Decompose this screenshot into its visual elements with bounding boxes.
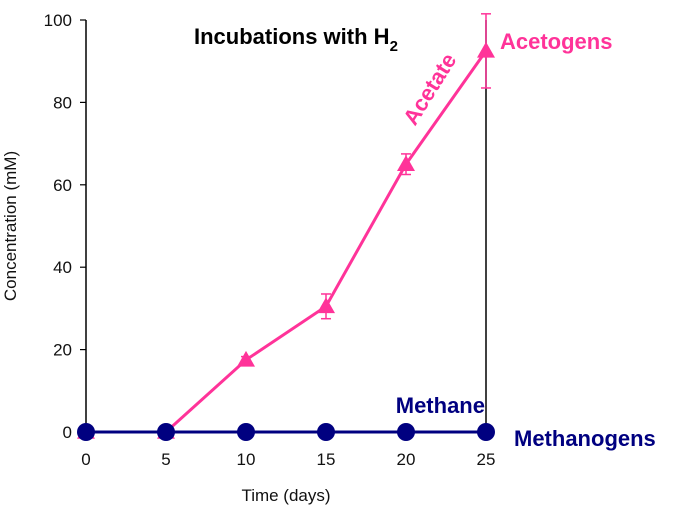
y-tick-label: 60	[53, 176, 72, 195]
acetate-point	[237, 350, 255, 367]
methane-label: Methane	[396, 393, 485, 418]
acetate-point	[317, 297, 335, 314]
x-tick-label: 20	[397, 450, 416, 469]
methane-point	[157, 423, 175, 441]
methanogens-label: Methanogens	[514, 426, 656, 451]
y-tick-label: 80	[53, 93, 72, 112]
y-axis-label: Concentration (mM)	[1, 151, 20, 301]
acetate-point	[477, 41, 495, 58]
x-tick-label: 10	[237, 450, 256, 469]
series-layer	[77, 13, 495, 441]
x-tick-label: 15	[317, 450, 336, 469]
methane-point	[317, 423, 335, 441]
ticks-layer: 0 5 10 15 20 25 0 20 40 60 80 100	[44, 11, 496, 469]
x-tick-label: 25	[477, 450, 496, 469]
acetate-label: Acetate	[398, 49, 461, 130]
y-tick-label: 0	[63, 423, 72, 442]
x-tick-label: 5	[161, 450, 170, 469]
methane-point	[477, 423, 495, 441]
acetate-point	[397, 155, 415, 171]
methane-point	[77, 423, 95, 441]
x-axis-label: Time (days)	[241, 486, 330, 505]
acetogens-label: Acetogens	[500, 29, 612, 54]
methane-point	[397, 423, 415, 441]
x-tick-label: 0	[81, 450, 90, 469]
y-tick-label: 20	[53, 341, 72, 360]
y-tick-label: 40	[53, 258, 72, 277]
methane-point	[237, 423, 255, 441]
y-tick-label: 100	[44, 11, 72, 30]
chart-title: Incubations with H2	[194, 24, 398, 55]
